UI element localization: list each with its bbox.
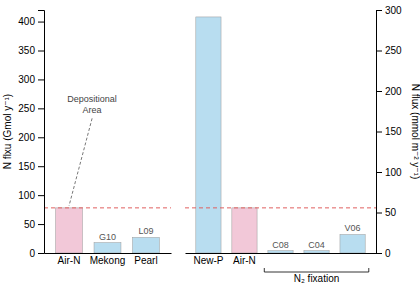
- y2-tick: 50: [376, 207, 397, 218]
- y2-axis-title: N flux (mmol m⁻² y⁻¹): [410, 84, 420, 180]
- tick-mark: [38, 253, 44, 254]
- y-tick: 350: [18, 45, 44, 56]
- tick-mark: [38, 108, 44, 109]
- annotation-leader: [69, 118, 92, 206]
- panel: Air-N Mekong Pearl 0 50 100 150 200 250 300 350 400…: [2, 11, 172, 267]
- axis-line: [45, 253, 172, 254]
- x-tick: Mekong: [90, 253, 126, 266]
- y-tick: 250: [18, 103, 44, 114]
- annotation: N₂ fixation: [294, 273, 340, 284]
- y2-tick: 100: [376, 167, 402, 178]
- tick-mark: [38, 166, 44, 167]
- tick-mark: [376, 132, 382, 133]
- tick-mark: [376, 172, 382, 173]
- axis-line: [38, 11, 45, 254]
- bar: [304, 251, 329, 253]
- bar-label: C08: [272, 240, 289, 250]
- panel: New-P Air-N 0 50 100 150 200 250 300 N flux (mmol…: [185, 5, 420, 285]
- bar: [340, 234, 365, 253]
- axis-line: [377, 11, 383, 254]
- tick-mark: [38, 195, 44, 196]
- y-tick: 100: [18, 190, 44, 201]
- bar: [56, 208, 83, 253]
- tick-label: 150: [385, 126, 402, 137]
- tick-label: 100: [18, 190, 35, 201]
- y2-tick: 150: [376, 126, 402, 137]
- tick-label: Air-N: [233, 255, 256, 266]
- plot-area: [185, 17, 376, 253]
- bar: [133, 237, 160, 253]
- x-tick: Pearl: [134, 253, 157, 266]
- x-tick: Air-N: [58, 253, 81, 266]
- tick-label: 0: [29, 248, 35, 259]
- plot-area: [44, 208, 171, 253]
- y2-tick: 0: [376, 248, 391, 259]
- y2-axis: 0 50 100 150 200 250 300: [376, 5, 402, 259]
- tick-mark: [38, 22, 44, 23]
- y-tick: 50: [24, 219, 44, 230]
- annotation: DepositionalArea: [67, 94, 117, 115]
- y-axis: 0 50 100 150 200 250 300 350 400: [18, 11, 44, 259]
- chart: Air-N Mekong Pearl 0 50 100 150 200 250 300 350 400…: [0, 0, 420, 295]
- bar: [196, 17, 221, 253]
- reference-line: [185, 207, 376, 208]
- tick-label: New-P: [193, 255, 223, 266]
- tick-label: 50: [385, 207, 397, 218]
- tick-mark: [376, 51, 382, 52]
- tick-label: 50: [24, 219, 36, 230]
- y2-tick: 300: [376, 5, 402, 16]
- y2-tick: 200: [376, 86, 402, 97]
- tick-label: 150: [18, 161, 35, 172]
- bar-label: G10: [99, 232, 116, 242]
- tick-label: 350: [18, 45, 35, 56]
- tick-label: 250: [18, 103, 35, 114]
- tick-label: Mekong: [90, 255, 126, 266]
- y-tick: 300: [18, 74, 44, 85]
- y2-tick: 250: [376, 45, 402, 56]
- tick-label: 300: [18, 74, 35, 85]
- x-axis: Air-N Mekong Pearl: [45, 253, 172, 266]
- y-tick: 0: [29, 248, 44, 259]
- y-tick: 400: [18, 16, 44, 27]
- tick-mark: [38, 79, 44, 80]
- tick-label: 200: [18, 132, 35, 143]
- bar: [268, 251, 293, 253]
- y-axis-title: N flxu (Gmol y⁻¹): [2, 94, 13, 169]
- tick-mark: [38, 224, 44, 225]
- tick-label: 100: [385, 167, 402, 178]
- axis-line: [186, 253, 377, 254]
- tick-mark: [376, 91, 382, 92]
- tick-label: Pearl: [134, 255, 157, 266]
- bar-label: L09: [138, 226, 153, 236]
- x-tick: New-P: [193, 253, 223, 266]
- y-tick: 200: [18, 132, 44, 143]
- bar: [94, 243, 121, 253]
- bar-label: V06: [345, 223, 361, 233]
- bar: [232, 208, 257, 253]
- tick-mark: [38, 137, 44, 138]
- tick-label: 300: [385, 5, 402, 16]
- tick-mark: [376, 253, 382, 254]
- tick-mark: [376, 10, 382, 11]
- tick-label: 200: [385, 86, 402, 97]
- tick-label: 400: [18, 16, 35, 27]
- tick-mark: [376, 213, 382, 214]
- y-tick: 150: [18, 161, 44, 172]
- x-axis: New-P Air-N: [186, 253, 377, 266]
- tick-label: 0: [385, 248, 391, 259]
- tick-label: 250: [385, 45, 402, 56]
- x-tick: Air-N: [233, 253, 256, 266]
- bracket: [264, 268, 369, 272]
- reference-line: [44, 207, 171, 208]
- bar-label: C04: [308, 240, 325, 250]
- tick-label: Air-N: [58, 255, 81, 266]
- tick-mark: [38, 51, 44, 52]
